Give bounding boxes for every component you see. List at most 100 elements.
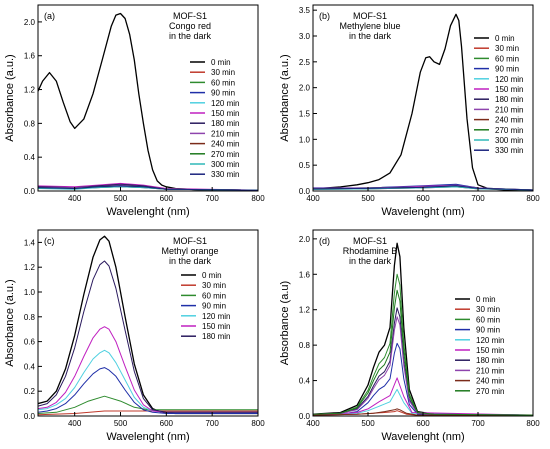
x-tick-label: 600 — [416, 194, 430, 203]
x-tick-label: 500 — [361, 194, 375, 203]
x-axis-title: Wavelenght (nm) — [106, 431, 189, 443]
chart-panel-4: 400 500 600 700 800 0.0 0.4 0.8 1.2 1.6 2.0 Wavelen… — [279, 229, 540, 443]
panel-annotation-line: MOF-S1 — [353, 11, 387, 21]
legend-label: 30 min — [202, 281, 226, 290]
legend-label: 60 min — [202, 291, 226, 300]
y-tick-label: 1.4 — [24, 238, 36, 247]
series-line-0-min — [38, 12, 258, 191]
x-tick-label: 700 — [471, 419, 485, 428]
legend-label: 90 min — [211, 89, 235, 98]
panel-annotation-line: MOF-S1 — [173, 11, 207, 21]
panel-annotation-line: in the dark — [349, 256, 392, 266]
x-tick-label: 500 — [114, 419, 128, 428]
y-tick-label: 1.2 — [24, 86, 36, 95]
series-line-180-min — [38, 260, 258, 413]
legend-label: 180 min — [495, 95, 523, 104]
legend-label: 210 min — [211, 129, 239, 138]
plot-frame — [37, 4, 259, 192]
legend-label: 270 min — [495, 126, 523, 135]
legend-label: 30 min — [211, 68, 235, 77]
y-axis-title: Absorbance (a.u.) — [279, 54, 291, 141]
legend-label: 180 min — [211, 119, 239, 128]
y-tick-label: 1.6 — [299, 270, 311, 279]
y-tick-label: 0.4 — [299, 377, 311, 386]
series-line-0-min — [313, 242, 533, 416]
x-axis-title: Wavelenght (nm) — [381, 206, 464, 218]
series-group — [313, 242, 533, 416]
legend-label: 210 min — [495, 105, 523, 114]
y-axis-title: Absorbance (a.u) — [279, 281, 291, 365]
legend-label: 270 min — [476, 387, 504, 396]
legend-label: 30 min — [495, 44, 519, 53]
y-tick-label: 3.5 — [299, 6, 311, 15]
x-tick-label: 600 — [160, 419, 174, 428]
legend-label: 150 min — [211, 109, 239, 118]
legend-label: 30 min — [476, 305, 500, 314]
y-tick-label: 1.6 — [24, 52, 36, 61]
y-tick-label: 0.0 — [24, 187, 36, 196]
y-tick-label: 1.0 — [299, 135, 311, 144]
x-tick-label: 500 — [114, 194, 128, 203]
y-tick-label: 2.0 — [299, 84, 311, 93]
series-line-120-min — [38, 349, 258, 413]
x-tick-label: 800 — [251, 194, 265, 203]
y-tick-label: 1.2 — [24, 263, 36, 272]
panel-label: (b) — [319, 11, 330, 21]
plot-frame — [37, 229, 259, 417]
panel-annotation-line: in the dark — [349, 31, 392, 41]
legend-label: 0 min — [211, 58, 231, 67]
x-tick-label: 400 — [68, 419, 82, 428]
x-tick-label: 700 — [205, 194, 219, 203]
x-tick-label: 400 — [68, 194, 82, 203]
series-line-60-min — [313, 273, 533, 416]
legend-label: 330 min — [211, 170, 239, 179]
legend-label: 0 min — [202, 271, 222, 280]
y-tick-label: 1.2 — [299, 306, 311, 315]
panel-label: (d) — [319, 236, 330, 246]
y-tick-label: 0.8 — [24, 313, 36, 322]
series-line-120-min — [313, 388, 533, 416]
y-axis-title: Absorbance (a.u.) — [4, 54, 16, 141]
y-axis-title: Absorbance (a.u.) — [4, 279, 16, 366]
panel-annotation-line: Congo red — [169, 21, 211, 31]
legend-label: 300 min — [495, 136, 523, 145]
legend-label: 240 min — [495, 116, 523, 125]
y-tick-label: 0.2 — [24, 387, 36, 396]
legend-label: 150 min — [495, 85, 523, 94]
x-axis-title: Wavelenght (nm) — [381, 431, 464, 443]
x-tick-label: 600 — [416, 419, 430, 428]
y-tick-label: 1.0 — [24, 288, 36, 297]
x-tick-label: 400 — [306, 194, 320, 203]
y-tick-label: 0.0 — [299, 412, 311, 421]
series-line-90-min — [38, 367, 258, 414]
legend-label: 240 min — [476, 377, 504, 386]
y-tick-label: 2.0 — [24, 18, 36, 27]
series-line-330-min — [313, 185, 533, 191]
y-tick-label: 0.5 — [299, 161, 311, 170]
y-tick-label: 0.6 — [24, 338, 36, 347]
legend-label: 120 min — [495, 75, 523, 84]
chart-panel-1: 400 500 600 700 800 0.0 0.4 0.8 1.2 1.6 2.0 Wavelen… — [4, 4, 265, 218]
y-tick-label: 2.5 — [299, 58, 311, 67]
x-tick-label: 600 — [160, 194, 174, 203]
series-line-240-min — [313, 408, 533, 416]
series-line-60-min — [38, 395, 258, 414]
series-group — [38, 235, 258, 416]
y-tick-label: 0.0 — [24, 412, 36, 421]
y-tick-label: 1.5 — [299, 110, 311, 119]
panel-label: (a) — [44, 11, 55, 21]
x-tick-label: 800 — [526, 194, 540, 203]
chart-panel-2: 400 500 600 700 800 0.0 0.5 1.0 1.5 2.0 2.5 3.0 3.5 W… — [279, 4, 540, 218]
panel-annotation-line: MOF-S1 — [353, 236, 387, 246]
panel-annotation-line: Methyl orange — [161, 246, 218, 256]
legend-label: 90 min — [476, 326, 500, 335]
legend-label: 120 min — [476, 336, 504, 345]
panel-annotation-line: Rhodamine B — [343, 246, 398, 256]
series-line-90-min — [313, 342, 533, 416]
x-tick-label: 500 — [361, 419, 375, 428]
series-line-150-min — [313, 377, 533, 416]
